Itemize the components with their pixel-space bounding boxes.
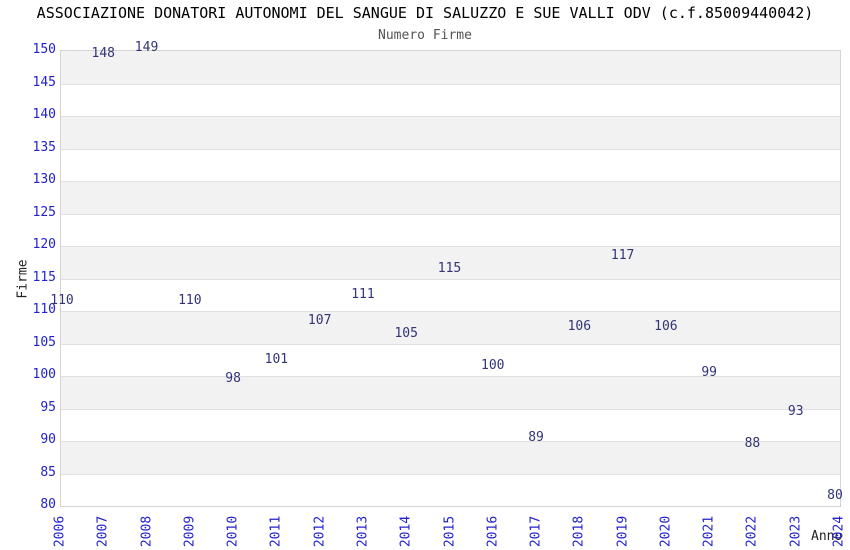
x-tick-label: 2009	[182, 515, 198, 548]
data-label: 111	[351, 286, 375, 302]
plot-band	[61, 311, 840, 344]
plot-band	[61, 83, 840, 116]
plot-band	[61, 246, 840, 279]
gridline	[61, 213, 840, 215]
data-label: 110	[50, 293, 74, 308]
x-tick-label: 2022	[744, 515, 760, 548]
gridline	[61, 83, 840, 85]
y-tick-label: 95	[40, 399, 56, 415]
x-tick-label: 2006	[52, 515, 68, 548]
x-tick-label: 2016	[485, 515, 501, 548]
x-tick-label: 2015	[442, 515, 457, 548]
plot-band	[61, 148, 840, 181]
x-tick-label: 2020	[658, 515, 674, 548]
y-tick-label: 120	[32, 237, 56, 252]
x-tick-label: 2018	[571, 515, 587, 548]
x-tick-label: 2011	[268, 515, 284, 548]
x-tick-label: 2024	[831, 515, 847, 548]
data-label: 149	[134, 39, 159, 55]
gridline	[61, 148, 840, 150]
chart-title: ASSOCIAZIONE DONATORI AUTONOMI DEL SANGU…	[36, 4, 814, 22]
gridline	[61, 278, 840, 280]
data-label: 101	[264, 351, 289, 367]
x-tick-label: 2021	[701, 515, 717, 548]
y-tick-label: 130	[32, 172, 56, 187]
data-label: 89	[528, 429, 544, 445]
gridline	[61, 246, 840, 247]
data-label: 117	[610, 247, 635, 263]
y-tick-label: 100	[32, 367, 56, 382]
gridline	[61, 311, 840, 312]
data-label: 100	[481, 358, 505, 373]
y-tick-label: 150	[32, 42, 56, 57]
chart-subtitle: Numero Firme	[378, 28, 472, 43]
data-label: 105	[394, 325, 418, 341]
plot-area	[60, 50, 841, 507]
y-tick-label: 80	[40, 497, 56, 512]
gridline	[61, 116, 840, 117]
y-tick-label: 85	[40, 464, 56, 480]
gridline	[61, 376, 840, 377]
plot-band	[61, 278, 840, 311]
y-tick-label: 90	[40, 432, 56, 447]
y-tick-label: 105	[32, 334, 56, 350]
x-tick-label: 2013	[355, 515, 371, 548]
y-tick-label: 140	[32, 107, 56, 122]
gridline	[61, 441, 840, 442]
plot-band	[61, 213, 840, 246]
plot-band	[61, 116, 840, 149]
y-tick-label: 145	[32, 74, 56, 90]
data-label: 106	[567, 319, 592, 334]
data-label: 88	[744, 436, 761, 451]
gridline	[61, 408, 840, 410]
data-label: 115	[437, 260, 462, 276]
data-label: 99	[701, 364, 717, 380]
data-label: 110	[178, 293, 202, 308]
plot-band	[61, 441, 840, 474]
x-tick-label: 2014	[398, 515, 414, 548]
x-tick-label: 2019	[615, 515, 631, 548]
x-tick-label: 2007	[95, 515, 111, 548]
x-tick-label: 2008	[139, 515, 155, 548]
data-label: 93	[787, 403, 804, 419]
plot-band	[61, 181, 840, 214]
gridline	[61, 473, 840, 475]
plot-band	[61, 408, 840, 441]
y-tick-label: 125	[32, 204, 56, 220]
data-label: 106	[654, 319, 678, 334]
gridline	[61, 181, 840, 182]
data-label: 148	[91, 46, 116, 61]
x-tick-label: 2017	[528, 515, 544, 548]
y-tick-label: 135	[32, 139, 56, 155]
y-tick-label: 115	[32, 269, 56, 285]
data-label: 107	[307, 312, 332, 328]
plot-band	[61, 376, 840, 409]
x-axis-title: Anno	[811, 529, 843, 544]
x-tick-label: 2023	[788, 515, 804, 548]
data-label: 80	[827, 488, 843, 503]
plot-band	[61, 473, 840, 506]
plot-band	[61, 51, 840, 84]
y-tick-label: 110	[32, 302, 56, 317]
x-tick-label: 2010	[225, 515, 241, 548]
gridline	[61, 343, 840, 345]
x-tick-label: 2012	[312, 515, 328, 548]
plot-band	[61, 343, 840, 376]
data-label: 98	[225, 371, 241, 386]
